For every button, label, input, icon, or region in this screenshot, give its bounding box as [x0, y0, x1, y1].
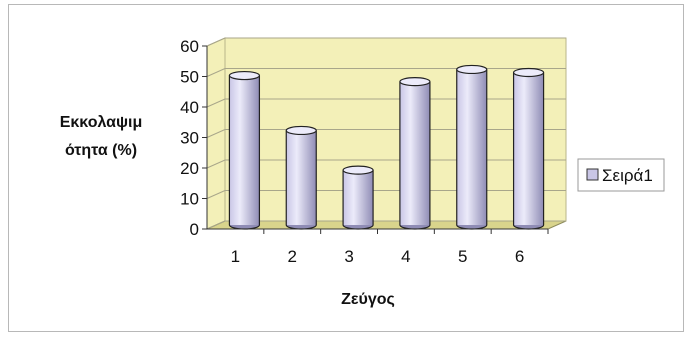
- bar-outline: [456, 69, 488, 225]
- y-axis-ticks: 0 10 20 30 40 50 60: [180, 37, 208, 239]
- bar-outline: [512, 72, 545, 225]
- bar-top: [456, 64, 488, 75]
- gridline-side: [206, 37, 226, 47]
- bars: [228, 64, 545, 230]
- y-tick-label: 40: [180, 98, 199, 117]
- gridline-side: [206, 98, 226, 108]
- bar-top: [228, 70, 261, 81]
- bar-top: [399, 77, 431, 87]
- x-axis-title: Ζεύγος: [341, 291, 395, 308]
- bar-top: [285, 125, 317, 136]
- bar-body: [456, 69, 487, 225]
- y-tick-label: 10: [180, 190, 199, 209]
- bar: [399, 77, 431, 230]
- x-tick-label: 1: [231, 247, 240, 266]
- y-axis-title-line-2: ότητα (%): [65, 142, 137, 159]
- gridline-side: [206, 220, 226, 230]
- floor: [206, 220, 567, 230]
- x-tick-label: 2: [288, 247, 297, 266]
- bar-body: [286, 130, 317, 225]
- gridline-side: [206, 129, 226, 138]
- y-tick-label: 60: [180, 37, 199, 56]
- bar: [228, 70, 261, 230]
- plot-area: [206, 37, 567, 230]
- bar-body: [229, 75, 260, 225]
- y-axis-title-line-1: Εκκολαψιμ: [60, 114, 143, 131]
- x-tick-label: 5: [458, 247, 467, 266]
- gridline-side: [206, 190, 226, 199]
- bar-top: [342, 165, 374, 175]
- bar-outline: [285, 130, 317, 225]
- bar-body: [513, 72, 544, 225]
- bar-outline: [342, 170, 374, 225]
- legend: Σειρά1: [577, 158, 665, 192]
- bar-outline: [399, 81, 431, 225]
- bar: [342, 165, 374, 230]
- legend-swatch: [586, 168, 599, 181]
- bar-outline: [228, 75, 261, 225]
- x-axis-ticks: 1 2 3 4 5 6: [207, 228, 549, 266]
- gridline-side: [206, 68, 226, 77]
- y-tick-label: 20: [180, 159, 199, 178]
- bar: [285, 125, 317, 230]
- bar-body: [343, 170, 374, 225]
- y-tick-label: 0: [190, 220, 199, 239]
- x-tick-label: 6: [515, 247, 524, 266]
- bar-top: [512, 67, 545, 78]
- y-tick-label: 50: [180, 68, 199, 87]
- x-tick-label: 4: [401, 247, 410, 266]
- gridline-side: [206, 159, 226, 169]
- x-tick-label: 3: [344, 247, 353, 266]
- bar: [512, 67, 545, 230]
- legend-label: Σειρά1: [602, 166, 653, 185]
- y-tick-label: 30: [180, 129, 199, 148]
- bar: [456, 64, 488, 230]
- bar-body: [399, 81, 430, 226]
- gridlines: [206, 37, 566, 230]
